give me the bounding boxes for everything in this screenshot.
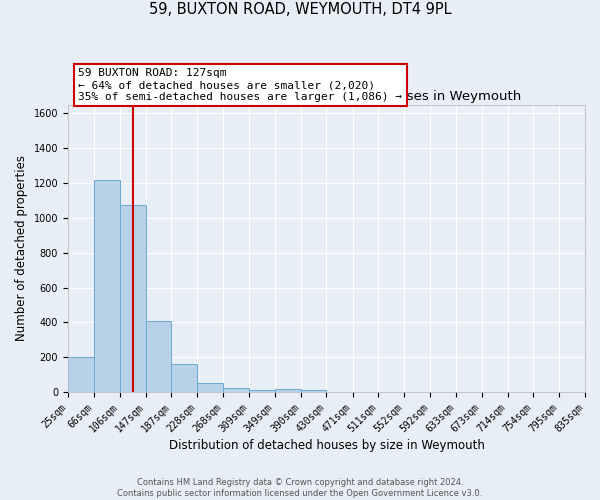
- Bar: [68, 358, 94, 392]
- Bar: [197, 382, 223, 392]
- Text: Contains HM Land Registry data © Crown copyright and database right 2024.
Contai: Contains HM Land Registry data © Crown c…: [118, 478, 482, 498]
- Bar: [223, 388, 249, 392]
- Bar: [249, 390, 275, 392]
- Title: Size of property relative to detached houses in Weymouth: Size of property relative to detached ho…: [132, 90, 521, 104]
- Text: 59 BUXTON ROAD: 127sqm
← 64% of detached houses are smaller (2,020)
35% of semi-: 59 BUXTON ROAD: 127sqm ← 64% of detached…: [78, 68, 402, 102]
- Bar: [301, 390, 326, 392]
- Y-axis label: Number of detached properties: Number of detached properties: [15, 156, 28, 342]
- Bar: [146, 320, 172, 392]
- Text: 59, BUXTON ROAD, WEYMOUTH, DT4 9PL: 59, BUXTON ROAD, WEYMOUTH, DT4 9PL: [149, 2, 451, 18]
- Bar: [94, 180, 119, 392]
- X-axis label: Distribution of detached houses by size in Weymouth: Distribution of detached houses by size …: [169, 440, 484, 452]
- Bar: [172, 364, 197, 392]
- Bar: [275, 388, 301, 392]
- Bar: [119, 205, 146, 392]
